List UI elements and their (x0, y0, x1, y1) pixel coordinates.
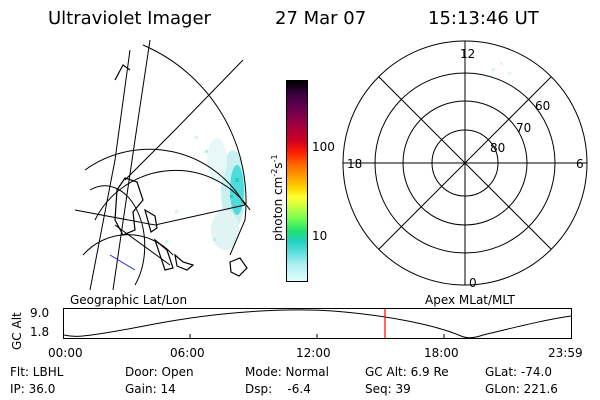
status-glon: GLon: 221.6 (485, 382, 558, 396)
observation-time: 15:13:46 UT (428, 8, 539, 29)
observation-date: 27 Mar 07 (275, 8, 367, 29)
mlat-label-60: 60 (535, 99, 550, 113)
right-panel-label: Apex MLat/MLT (425, 293, 515, 307)
status-door: Door: Open (125, 365, 194, 379)
timeline-plot (63, 308, 572, 339)
colorbar-label: photon cm-2s-1 (270, 154, 285, 241)
colorbar-tick-10: 10 (312, 229, 328, 243)
status-gain: Gain: 14 (125, 382, 176, 396)
timeline-xtick-0: 00:00 (48, 346, 83, 360)
polar-mlt-panel: 12 18 6 0 60 70 80 (342, 40, 588, 290)
timeline-ylabel: GC Alt (10, 312, 24, 350)
timeline-xtick-4: 23:59 (548, 346, 583, 360)
timeline-xtick-3: 18:00 (424, 346, 459, 360)
mlt-label-6: 6 (576, 157, 584, 171)
timeline-ytick-1: 1.8 (30, 325, 50, 339)
timeline-xtick-1: 06:00 (170, 346, 205, 360)
status-glat: GLat: -74.0 (485, 365, 552, 379)
mlt-label-18: 18 (347, 157, 362, 171)
status-mode: Mode: Normal (245, 365, 329, 379)
mlat-label-80: 80 (490, 141, 505, 155)
mlat-label-70: 70 (516, 121, 531, 135)
altitude-curve (63, 309, 572, 339)
status-dsp: Dsp: -6.4 (245, 382, 311, 396)
left-panel-label: Geographic Lat/Lon (70, 293, 188, 307)
status-ip: IP: 36.0 (10, 382, 56, 396)
instrument-title: Ultraviolet Imager (48, 8, 211, 29)
status-seq: Seq: 39 (365, 382, 411, 396)
mlt-label-12: 12 (460, 47, 475, 61)
auroral-emission (165, 136, 245, 250)
polar-emission (492, 62, 511, 75)
timeline-xtick-2: 12:00 (296, 346, 331, 360)
status-flt: Flt: LBHL (10, 365, 64, 379)
colorbar-tick-100: 100 (312, 140, 335, 154)
status-gc-alt: GC Alt: 6.9 Re (365, 365, 449, 379)
mlt-label-0: 0 (469, 276, 477, 290)
timeline-ytick-9: 9.0 (30, 306, 50, 320)
geographic-map-panel (74, 40, 251, 290)
colorbar (286, 80, 308, 282)
